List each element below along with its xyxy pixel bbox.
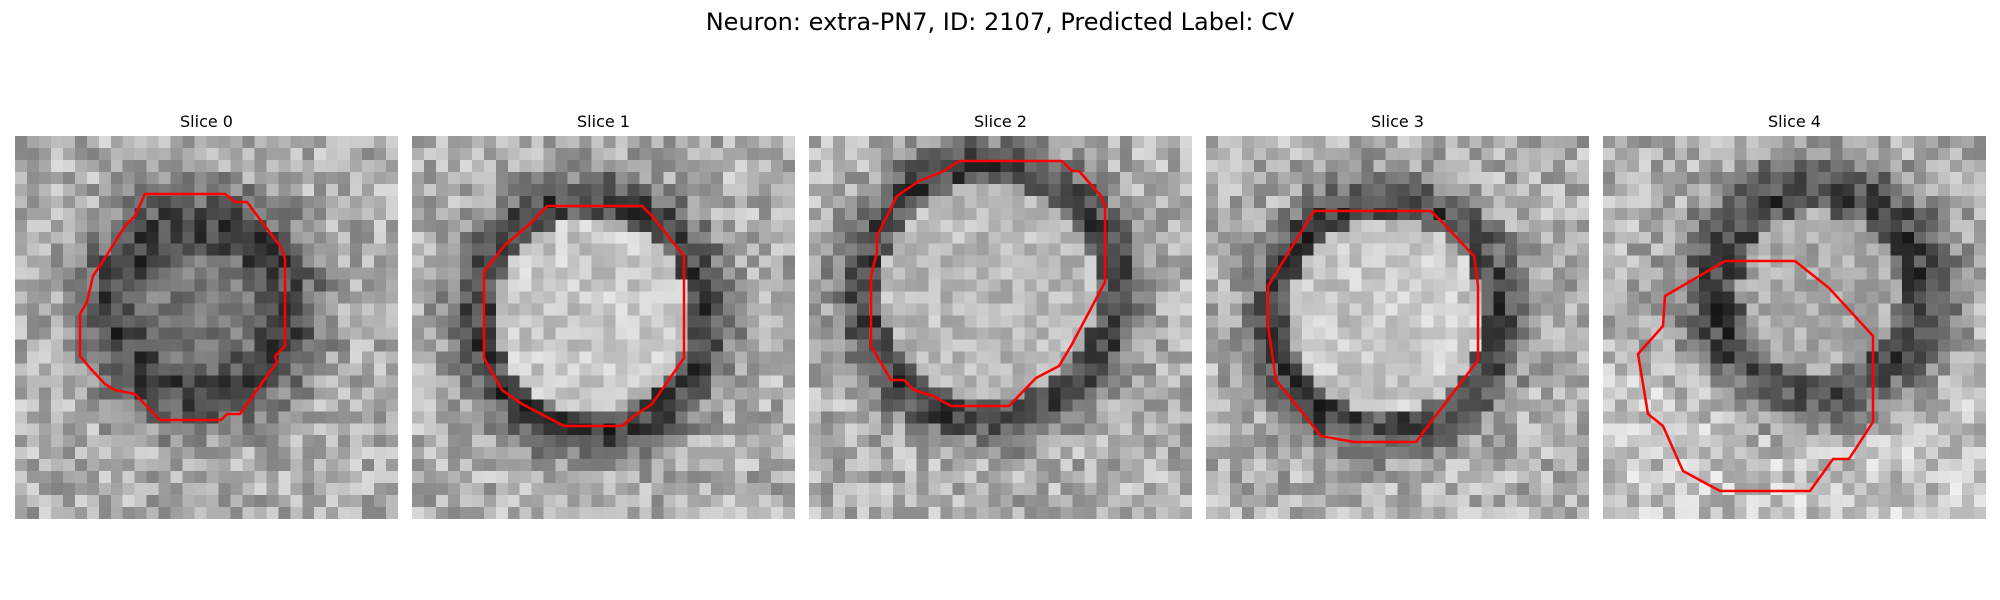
slice-image [15,136,398,519]
slice-panel-3: Slice 3 [1206,110,1589,519]
red-contour [78,192,287,422]
red-contour [869,159,1107,408]
slice-title: Slice 0 [180,112,233,131]
grayscale-patch [1206,136,1589,519]
slice-panel-1: Slice 1 [412,110,795,519]
slice-image [809,136,1192,519]
slice-title: Slice 4 [1768,112,1821,131]
slice-panel-2: Slice 2 [809,110,1192,519]
slice-image [412,136,795,519]
slice-title: Slice 3 [1371,112,1424,131]
figure-title: Neuron: extra-PN7, ID: 2107, Predicted L… [705,8,1295,36]
grayscale-patch [809,136,1192,519]
grayscale-patch [412,136,795,519]
slice-panel-0: Slice 0 [15,110,398,519]
slice-title: Slice 1 [577,112,630,131]
slice-panel-4: Slice 4 [1603,110,1986,519]
slice-image [1603,136,1986,519]
red-contour [1266,209,1480,444]
red-contour [482,204,686,428]
grayscale-patch [1603,136,1986,519]
slice-title: Slice 2 [974,112,1027,131]
red-contour [1636,259,1875,493]
slice-image [1206,136,1589,519]
